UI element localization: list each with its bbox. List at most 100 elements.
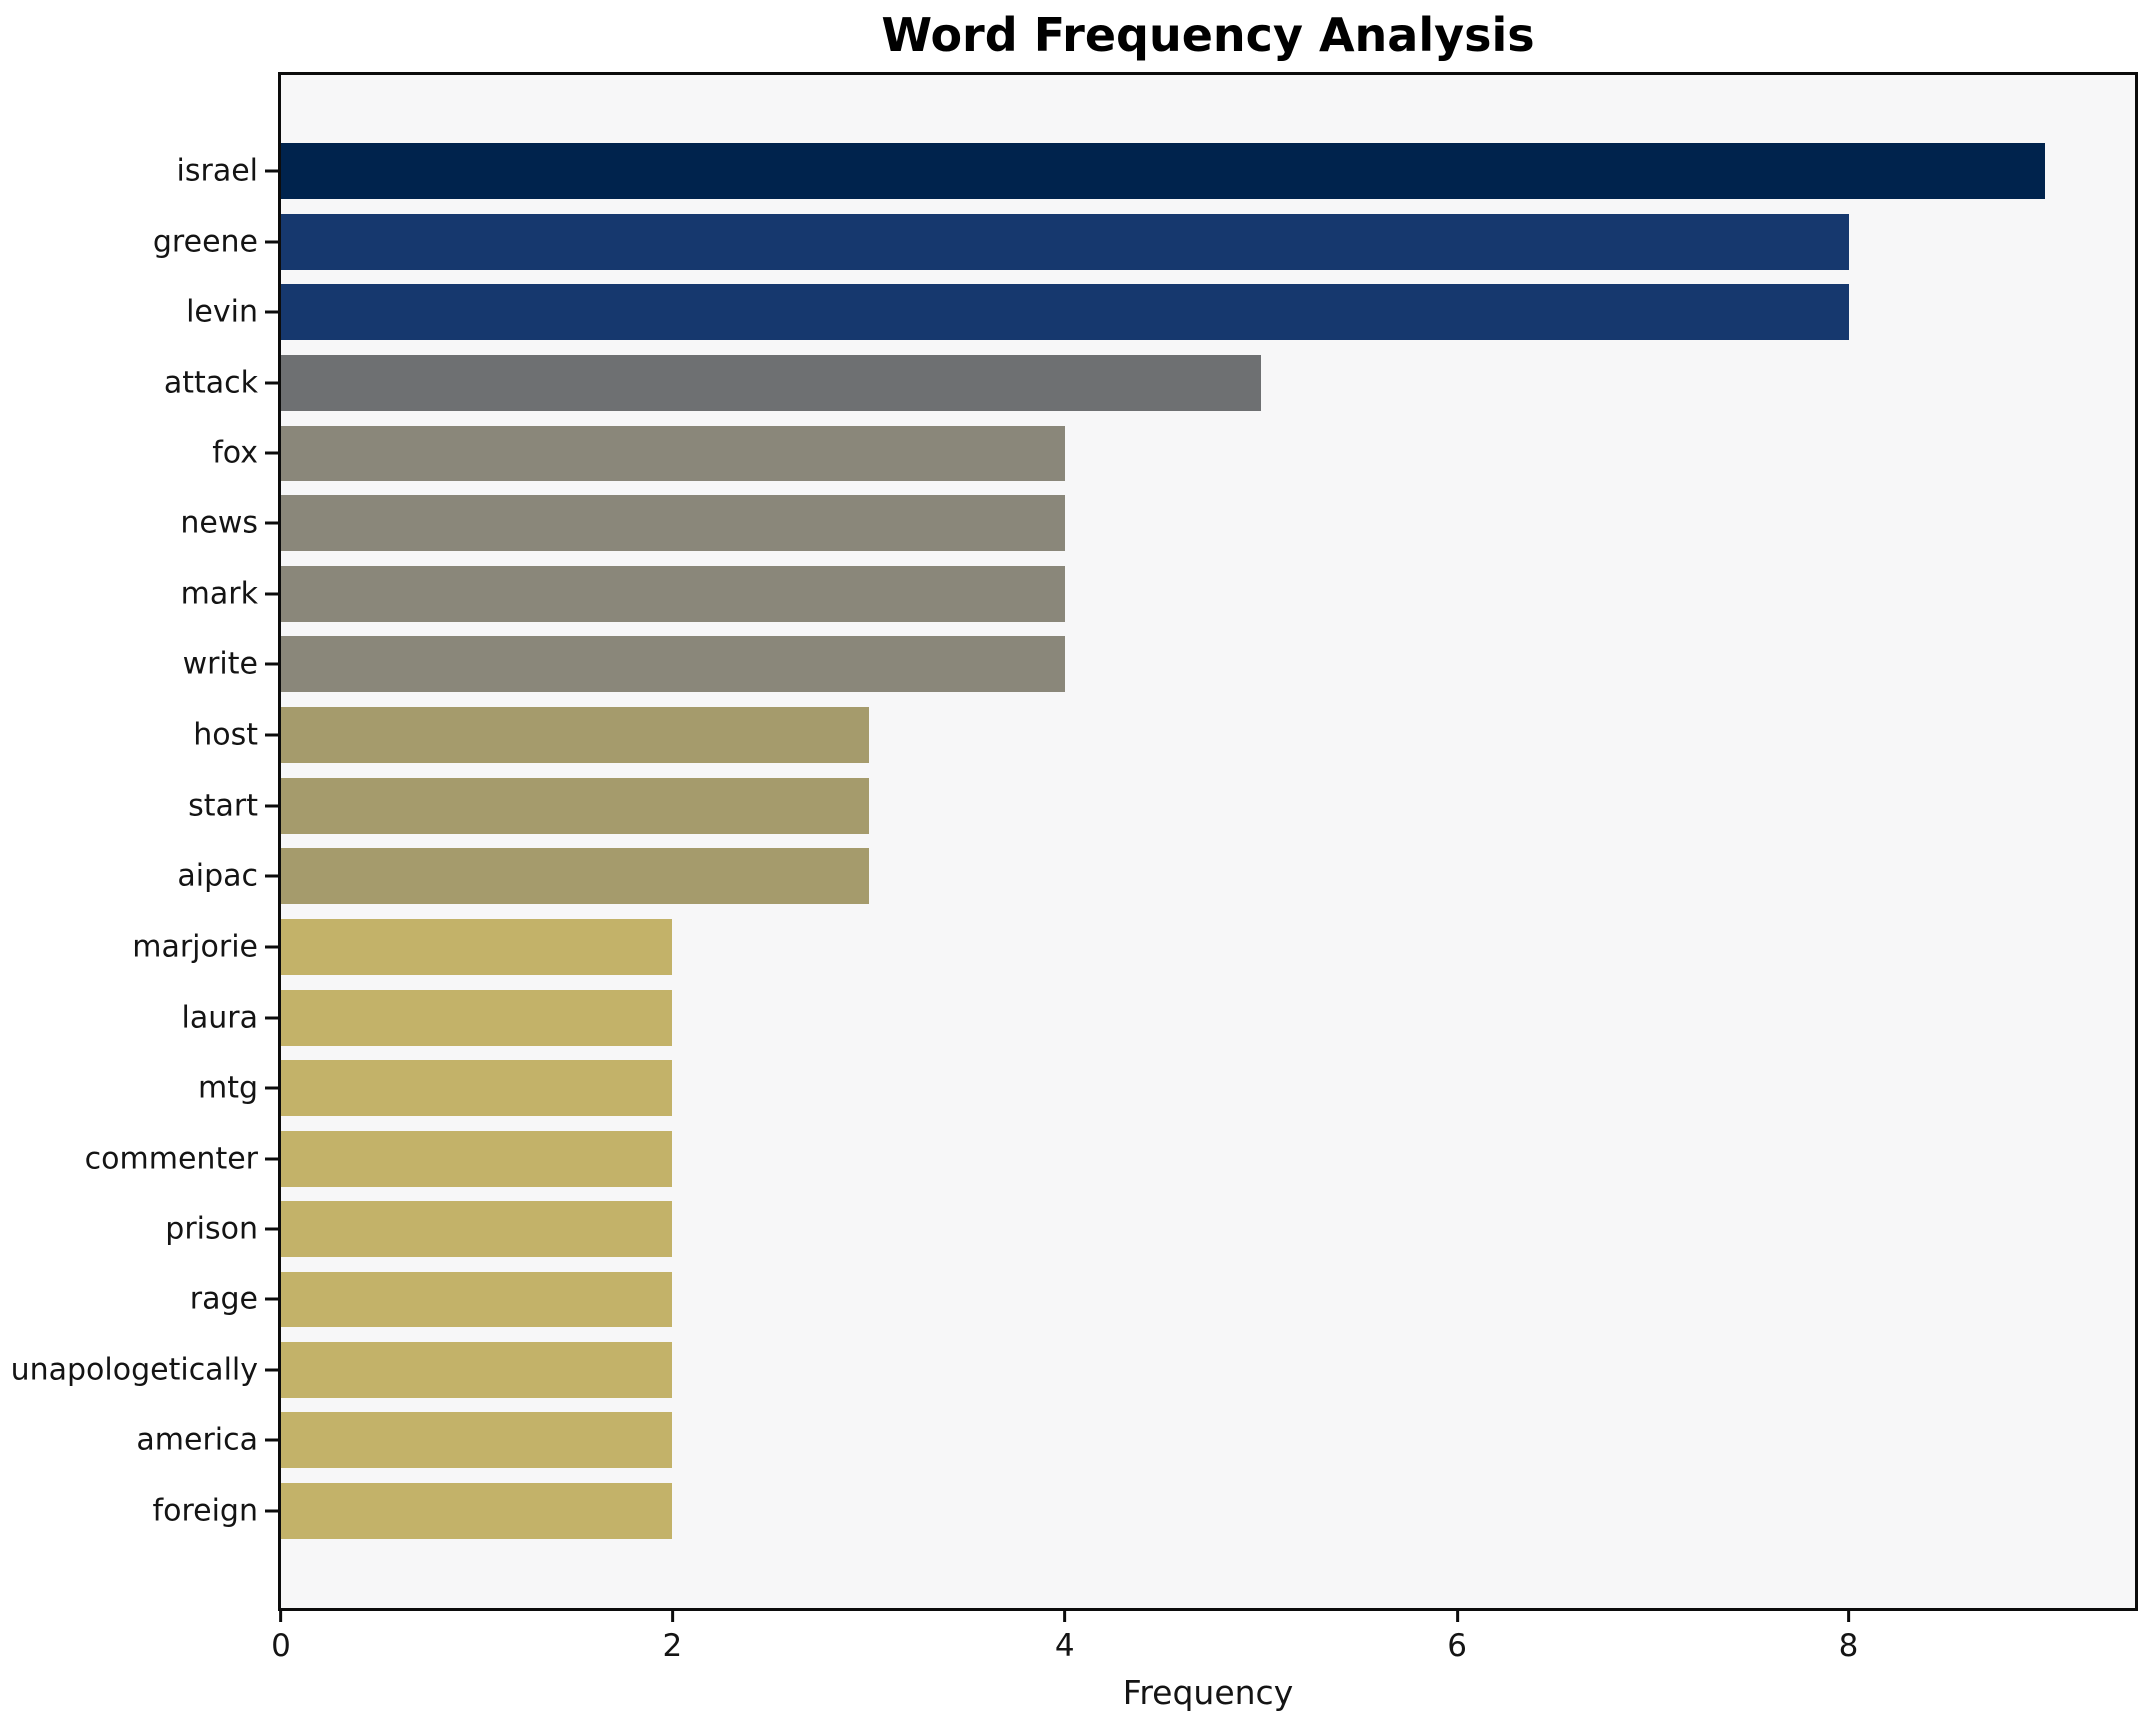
y-tick-mark <box>265 451 278 454</box>
y-tick-mark <box>265 945 278 949</box>
x-tick-label: 6 <box>1447 1628 1468 1664</box>
x-tick-mark <box>1847 1608 1851 1622</box>
frequency-bar <box>281 1272 673 1327</box>
category-label: host <box>193 717 258 753</box>
frequency-bar <box>281 848 869 905</box>
category-label: start <box>188 788 258 824</box>
frequency-bar <box>281 495 1065 552</box>
x-tick: 2 <box>662 1608 683 1664</box>
frequency-bar <box>281 1060 673 1117</box>
x-tick-label: 4 <box>1054 1628 1075 1664</box>
category-label: america <box>136 1422 258 1458</box>
category-label: prison <box>165 1211 258 1247</box>
y-tick-mark <box>265 592 278 596</box>
x-tick-mark <box>279 1608 283 1622</box>
frequency-bar <box>281 565 1065 622</box>
category-label: commenter <box>84 1141 258 1177</box>
y-tick-mark <box>265 1157 278 1161</box>
y-tick-mark <box>265 240 278 244</box>
category-label: unapologetically <box>10 1352 258 1388</box>
frequency-bar <box>281 284 1849 341</box>
y-tick-mark <box>265 1016 278 1019</box>
y-tick-mark <box>265 310 278 314</box>
category-label: mark <box>180 576 258 612</box>
y-tick-mark <box>265 662 278 666</box>
frequency-bar <box>281 1341 673 1398</box>
y-tick-mark <box>265 874 278 878</box>
bar-row: aipac <box>177 848 2135 905</box>
bar-row: levin <box>186 284 2135 341</box>
y-tick-mark <box>265 733 278 737</box>
x-tick-label: 2 <box>662 1628 683 1664</box>
x-tick: 0 <box>271 1608 291 1664</box>
x-tick-mark <box>1063 1608 1067 1622</box>
bar-row: mark <box>181 565 2135 622</box>
bar-row: unapologetically <box>11 1341 2135 1398</box>
bar-row: news <box>180 495 2135 552</box>
category-label: laura <box>181 1000 258 1035</box>
category-label: israel <box>176 153 258 189</box>
y-tick-mark <box>265 1368 278 1372</box>
x-tick-mark <box>670 1608 674 1622</box>
bar-row: greene <box>153 213 2135 270</box>
bar-row: marjorie <box>132 918 2135 975</box>
bar-row: rage <box>190 1272 2135 1327</box>
y-tick-mark <box>265 169 278 173</box>
frequency-bar <box>281 354 1261 411</box>
frequency-bar <box>281 777 869 834</box>
category-label: levin <box>186 294 258 330</box>
frequency-bar <box>281 636 1065 693</box>
bar-row: attack <box>164 354 2135 411</box>
chart-title: Word Frequency Analysis <box>881 8 1535 62</box>
category-label: rage <box>189 1282 258 1317</box>
y-tick-mark <box>265 1509 278 1513</box>
category-label: marjorie <box>132 929 258 965</box>
y-tick-mark <box>265 521 278 525</box>
x-tick-label: 0 <box>271 1628 291 1664</box>
x-tick: 6 <box>1447 1608 1467 1664</box>
category-label: foreign <box>152 1493 258 1529</box>
x-axis-label: Frequency <box>1122 1673 1294 1712</box>
bars: israel greene levin attack fox news mark write h… <box>11 143 2135 1539</box>
y-tick-mark <box>265 381 278 385</box>
category-label: news <box>180 505 258 541</box>
y-tick-mark <box>265 804 278 808</box>
frequency-bar <box>281 425 1065 481</box>
frequency-bar <box>281 1201 673 1258</box>
x-tick: 4 <box>1055 1608 1075 1664</box>
category-label: greene <box>152 224 258 260</box>
bar-row: prison <box>165 1201 2135 1258</box>
category-label: aipac <box>177 858 258 894</box>
y-tick-mark <box>265 1227 278 1231</box>
bar-row: host <box>193 707 2135 763</box>
plot-area: israel greene levin attack fox news mark write h… <box>11 72 2138 1664</box>
bar-row: start <box>188 777 2135 834</box>
y-tick-mark <box>265 1297 278 1301</box>
frequency-bar <box>281 918 673 975</box>
frequency-bar <box>281 1412 673 1469</box>
category-label: write <box>182 646 258 682</box>
bar-row: commenter <box>85 1130 2135 1187</box>
frequency-bar <box>281 213 1849 270</box>
bar-row: foreign <box>153 1482 2135 1539</box>
x-tick: 8 <box>1838 1608 1859 1664</box>
bar-row: write <box>183 636 2135 693</box>
bar-row: israel <box>177 143 2135 199</box>
y-tick-mark <box>265 1086 278 1090</box>
category-label: mtg <box>197 1070 258 1106</box>
frequency-bar <box>281 143 2045 199</box>
frequency-bar <box>281 989 673 1046</box>
bar-row: america <box>136 1412 2135 1469</box>
bar-row: mtg <box>198 1060 2135 1117</box>
category-label: fox <box>212 435 258 470</box>
bar-row: fox <box>212 425 2135 481</box>
frequency-bar <box>281 1130 673 1187</box>
frequency-bar <box>281 1482 673 1539</box>
category-label: attack <box>163 365 258 401</box>
x-tick-label: 8 <box>1838 1628 1859 1664</box>
y-tick-mark <box>265 1438 278 1442</box>
x-tick-mark <box>1455 1608 1459 1622</box>
frequency-bar <box>281 707 869 763</box>
bar-row: laura <box>182 989 2135 1046</box>
